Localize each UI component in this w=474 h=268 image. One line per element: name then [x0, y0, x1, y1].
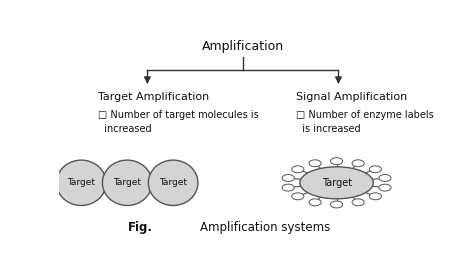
Text: □ Number of enzyme labels
  is increased: □ Number of enzyme labels is increased — [296, 110, 434, 134]
Ellipse shape — [309, 199, 321, 206]
Ellipse shape — [330, 158, 343, 165]
Ellipse shape — [282, 174, 294, 181]
Ellipse shape — [330, 201, 343, 208]
Ellipse shape — [379, 174, 391, 181]
Ellipse shape — [300, 167, 374, 199]
Text: Target: Target — [159, 178, 187, 187]
Ellipse shape — [282, 184, 294, 191]
Ellipse shape — [352, 160, 364, 167]
Text: Signal Amplification: Signal Amplification — [296, 92, 408, 102]
Text: Target: Target — [321, 178, 352, 188]
Ellipse shape — [292, 193, 304, 200]
Ellipse shape — [369, 166, 382, 173]
Ellipse shape — [352, 199, 364, 206]
Text: Fig.: Fig. — [128, 221, 153, 234]
Ellipse shape — [379, 184, 391, 191]
Text: □ Number of target molecules is
  increased: □ Number of target molecules is increase… — [98, 110, 259, 134]
Ellipse shape — [309, 160, 321, 167]
Text: Target: Target — [113, 178, 141, 187]
Text: Target: Target — [67, 178, 95, 187]
Ellipse shape — [148, 160, 198, 206]
Ellipse shape — [292, 166, 304, 173]
Ellipse shape — [102, 160, 152, 206]
Text: Amplification systems: Amplification systems — [200, 221, 330, 234]
Text: Target Amplification: Target Amplification — [98, 92, 209, 102]
Text: Amplification: Amplification — [202, 40, 284, 53]
Ellipse shape — [369, 193, 382, 200]
Ellipse shape — [56, 160, 106, 206]
